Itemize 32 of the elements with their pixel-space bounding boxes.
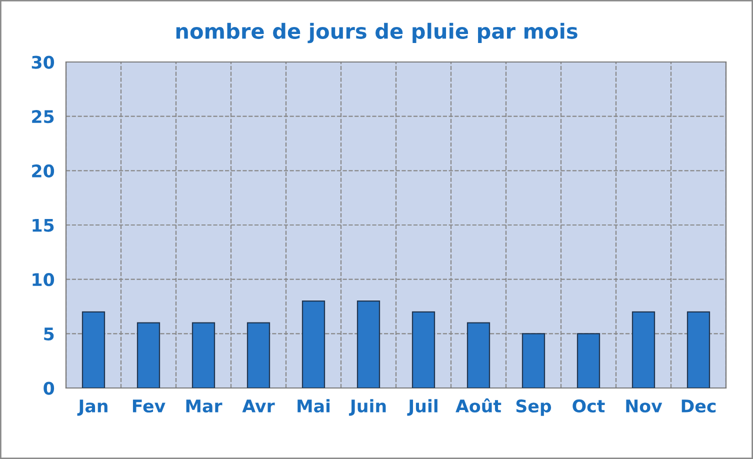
y-tick-label: 0 — [44, 382, 54, 395]
x-tick-label: Avr — [242, 400, 275, 412]
x-tick-label: Jan — [77, 400, 108, 416]
bar — [136, 322, 160, 388]
y-tick-label: 30 — [32, 56, 54, 69]
bar — [466, 322, 490, 388]
x-tick-label: Juil — [407, 399, 438, 416]
x-tick-label: Mai — [298, 399, 330, 413]
bar — [632, 311, 656, 388]
bar — [576, 333, 600, 388]
x-tick-label: Dec — [682, 400, 716, 413]
y-tick-label: 5 — [44, 328, 54, 341]
bar — [412, 311, 436, 388]
y-tick-label: 20 — [32, 164, 54, 178]
bar — [246, 322, 270, 388]
bar — [82, 311, 106, 388]
bar — [356, 300, 380, 388]
bar — [686, 311, 710, 388]
x-tick-label: Sep — [516, 399, 552, 416]
chart-title: nombre de jours de pluie par mois — [176, 22, 578, 44]
y-tick-label: 10 — [32, 273, 54, 286]
x-tick-label: Oct — [572, 399, 605, 413]
bar — [192, 322, 216, 388]
bar — [302, 300, 326, 388]
bar — [522, 333, 546, 388]
y-tick-label: 25 — [32, 110, 54, 124]
y-tick-label: 15 — [32, 218, 54, 232]
x-tick-label: Fev — [132, 400, 166, 413]
x-tick-label: Mar — [186, 400, 222, 413]
x-tick-label: Juin — [348, 399, 386, 416]
x-tick-label: Nov — [626, 400, 662, 413]
x-tick-label: Août — [456, 398, 502, 413]
